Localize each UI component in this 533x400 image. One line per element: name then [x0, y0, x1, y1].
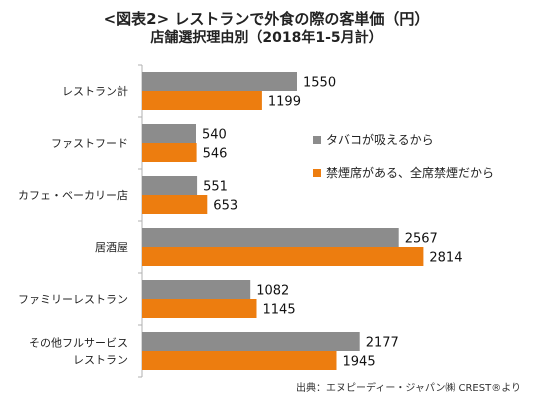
- data-label: 1145: [263, 303, 296, 318]
- legend-swatch-non-smoking: [313, 169, 321, 177]
- data-label: 1550: [303, 76, 336, 91]
- category-label: その他フルサービス: [29, 337, 128, 350]
- data-label: 653: [213, 199, 238, 214]
- category-label: ファストフード: [51, 137, 128, 150]
- data-label: 551: [203, 180, 228, 195]
- bar-non-smoking: [142, 247, 424, 266]
- bar-smoking: [142, 124, 196, 143]
- data-label: 540: [202, 128, 227, 143]
- bar-non-smoking: [142, 91, 262, 110]
- category-label: 居酒屋: [95, 241, 128, 254]
- legend-label: 禁煙席がある、全席禁煙だから: [326, 165, 494, 180]
- bar-non-smoking: [142, 143, 197, 162]
- data-label: 1082: [256, 284, 289, 299]
- data-label: 2177: [366, 336, 399, 351]
- chart-title-line-1: <図表2> レストランで外食の際の客単価（円）: [103, 10, 430, 28]
- bar-non-smoking: [142, 195, 208, 214]
- category-label: レストラン計: [62, 84, 128, 98]
- source-note: 出典：エヌピーディー・ジャパン㈱ CREST®より: [296, 383, 521, 394]
- category-label: カフェ・ベーカリー店: [18, 188, 128, 202]
- bar-smoking: [142, 176, 198, 195]
- chart-title-line-2: 店舗選択理由別（2018年1-5月計）: [150, 30, 383, 46]
- legend-swatch-smoking: [313, 136, 321, 144]
- legend-label: タバコが吸えるから: [326, 132, 434, 147]
- data-label: 2814: [429, 251, 462, 266]
- category-label: ファミリーレストラン: [18, 293, 128, 306]
- bar-smoking: [142, 280, 251, 299]
- bar-smoking: [142, 228, 399, 247]
- data-label: 546: [203, 147, 228, 162]
- category-label: レストラン: [73, 354, 128, 367]
- bar-smoking: [142, 332, 360, 351]
- bar-non-smoking: [142, 299, 257, 318]
- bar-non-smoking: [142, 351, 337, 370]
- data-label: 1199: [268, 95, 301, 110]
- bar-smoking: [142, 72, 297, 91]
- data-label: 1945: [343, 355, 376, 370]
- data-label: 2567: [405, 232, 438, 247]
